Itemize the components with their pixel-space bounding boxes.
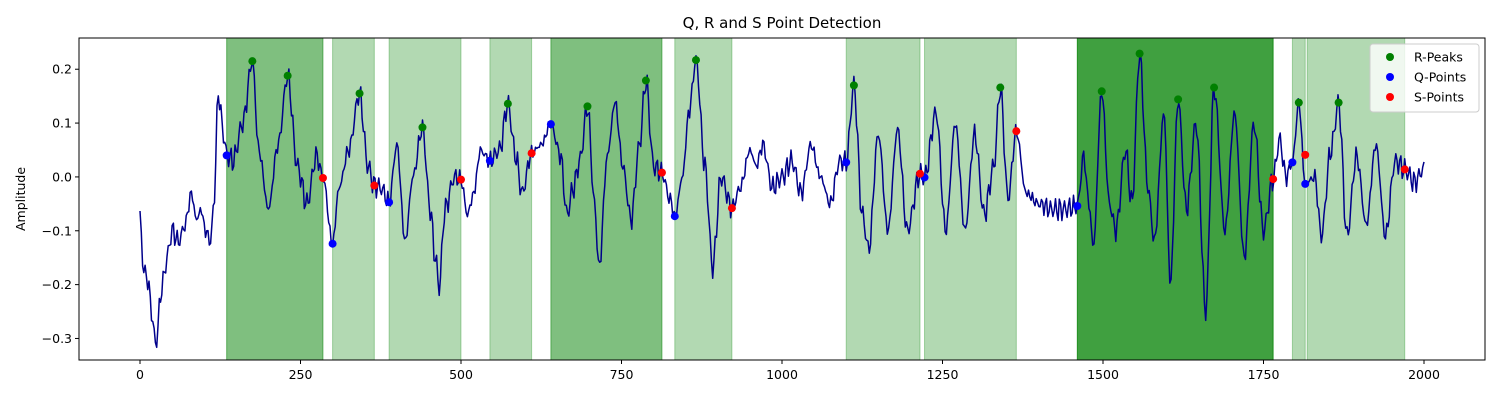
shaded-region-10 [1291, 38, 1306, 360]
x-axis-ticks: 0 250 500 750 1000 1250 1500 1750 2000 [136, 360, 1440, 382]
q-point-marker [546, 120, 555, 129]
s-point-marker [527, 149, 536, 158]
s-point-marker [657, 168, 666, 177]
x-tick-label: 750 [610, 367, 634, 382]
q-point-marker [328, 239, 337, 248]
shaded-region-1 [226, 38, 324, 360]
y-tick-label: 0.2 [52, 62, 72, 77]
shaded-region-3 [388, 38, 462, 360]
q-point-marker [670, 212, 679, 221]
signal-line [139, 50, 1425, 349]
r-peak-marker [1174, 95, 1183, 104]
r-peak-marker [418, 123, 427, 132]
x-tick-label: 2000 [1408, 367, 1440, 382]
r-peak-legend-marker [1386, 53, 1394, 61]
s-point-marker [318, 174, 327, 182]
x-tick-label: 1250 [927, 367, 959, 382]
legend-label: S-Points [1414, 90, 1464, 105]
s-point-legend-marker [1386, 93, 1394, 101]
q-point-marker [222, 151, 231, 160]
x-tick-label: 1500 [1087, 367, 1119, 382]
legend-box [1369, 43, 1480, 113]
legend-label: R-Peaks [1414, 50, 1463, 65]
y-axis-label: Amplitude [13, 167, 28, 231]
y-tick-label: 0.1 [52, 116, 72, 131]
shaded-region-8 [924, 38, 1017, 360]
r-peak-marker [503, 99, 512, 108]
legend: R-Peaks Q-Points S-Points [1369, 43, 1480, 113]
r-peak-marker [641, 76, 650, 85]
r-peak-marker [355, 89, 364, 98]
r-peak-marker [283, 71, 292, 80]
x-tick-label: 1000 [766, 367, 798, 382]
shaded-region-7 [845, 38, 921, 360]
chart-title: Q, R and S Point Detection [683, 14, 882, 32]
y-tick-label: −0.1 [42, 223, 72, 238]
s-point-marker [1012, 127, 1021, 136]
x-tick-label: 500 [449, 367, 473, 382]
r-peak-marker [691, 56, 700, 65]
s-point-marker [456, 175, 465, 184]
shaded-region-4 [489, 38, 533, 360]
r-peak-marker [849, 81, 858, 90]
s-point-marker [916, 169, 925, 178]
r-peak-marker [1097, 87, 1106, 96]
r-peak-marker [1135, 49, 1144, 58]
y-tick-label: −0.2 [42, 277, 72, 292]
q-point-marker [1073, 202, 1082, 210]
x-tick-label: 0 [136, 367, 144, 382]
legend-label: Q-Points [1414, 70, 1466, 85]
r-peak-marker [1294, 98, 1303, 107]
y-tick-label: −0.3 [42, 331, 72, 346]
shaded-region-5 [550, 38, 663, 360]
s-point-marker [370, 181, 379, 190]
s-point-marker [1301, 150, 1310, 159]
q-point-marker [1301, 179, 1310, 188]
y-axis-ticks: −0.3 −0.2 −0.1 0.0 0.1 0.2 [42, 62, 79, 346]
y-tick-label: 0.0 [52, 169, 72, 184]
s-point-marker [727, 204, 736, 213]
r-peak-marker [248, 57, 257, 66]
markers [222, 49, 1409, 248]
r-peak-marker [1334, 98, 1343, 107]
r-peak-marker [1210, 83, 1219, 92]
r-peak-marker [996, 83, 1005, 92]
shaded-region-2 [332, 38, 375, 360]
q-point-marker [1288, 158, 1297, 167]
x-tick-label: 250 [289, 367, 313, 382]
shaded-region-6 [674, 38, 733, 360]
shaded-region-9 [1076, 38, 1274, 360]
q-point-marker [385, 198, 394, 207]
s-point-marker [1269, 175, 1278, 184]
s-point-marker [1400, 165, 1409, 174]
q-point-legend-marker [1386, 73, 1394, 81]
r-peak-marker [583, 102, 592, 111]
x-tick-label: 1750 [1248, 367, 1280, 382]
shaded-regions [226, 38, 1406, 360]
q-point-marker [485, 156, 494, 165]
q-point-marker [842, 158, 851, 167]
